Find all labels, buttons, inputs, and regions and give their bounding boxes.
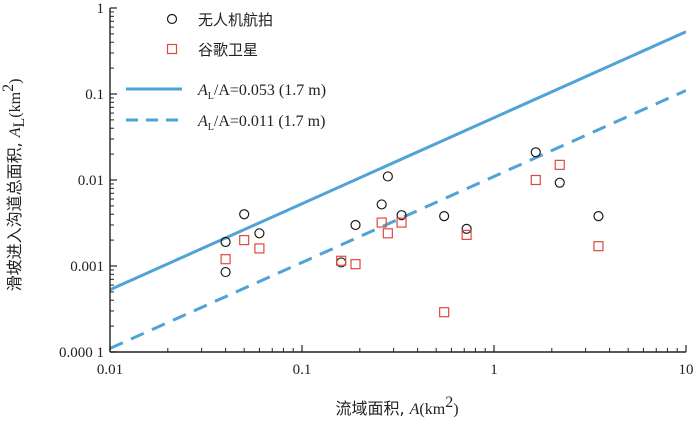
uav-point-0 bbox=[220, 236, 231, 248]
data-points bbox=[220, 147, 604, 318]
x-axis-title: 流域面积, A(km2) bbox=[335, 394, 458, 418]
satellite-point-8 bbox=[439, 307, 450, 318]
uav-point-11 bbox=[530, 147, 541, 158]
x-tick-label-1: 0.1 bbox=[293, 362, 312, 378]
x-tick-label-3: 10 bbox=[679, 362, 694, 378]
satellite-point-3 bbox=[336, 255, 347, 266]
satellite-point-2 bbox=[254, 243, 265, 254]
y-tick-label-1: 0.001 bbox=[70, 259, 104, 275]
satellite-point-10 bbox=[530, 174, 541, 186]
legend-label-google: 谷歌卫星 bbox=[198, 41, 258, 59]
satellite-point-9 bbox=[461, 229, 472, 240]
uav-point-1 bbox=[220, 266, 231, 278]
fit-line-3 bbox=[110, 89, 686, 350]
satellite-point-7 bbox=[396, 217, 407, 228]
uav-point-5 bbox=[350, 219, 361, 231]
x-tick-label-0: 0.01 bbox=[97, 362, 123, 378]
fit-line-2 bbox=[110, 30, 686, 292]
satellite-point-5 bbox=[376, 217, 387, 228]
y-tick-label-4: 1 bbox=[97, 1, 105, 17]
uav-point-3 bbox=[254, 228, 265, 239]
uav-point-10 bbox=[461, 223, 472, 235]
axes bbox=[109, 8, 686, 353]
legend-square-marker bbox=[166, 43, 178, 55]
uav-point-7 bbox=[382, 171, 393, 182]
satellite-point-12 bbox=[593, 241, 604, 252]
uav-point-13 bbox=[593, 211, 604, 222]
fit-lines bbox=[110, 30, 686, 350]
y-axis-title: 滑坡进入沟道总面积, AL(km2) bbox=[0, 79, 28, 292]
satellite-point-0 bbox=[220, 254, 231, 265]
y-tick-label-3: 0.1 bbox=[85, 87, 104, 103]
x-tick-label-2: 1 bbox=[490, 362, 498, 378]
uav-point-9 bbox=[439, 211, 450, 222]
satellite-point-4 bbox=[350, 259, 361, 270]
satellite-point-11 bbox=[554, 159, 565, 170]
satellite-point-1 bbox=[239, 235, 250, 246]
y-tick-label-2: 0.01 bbox=[78, 173, 104, 189]
uav-point-8 bbox=[396, 210, 407, 221]
uav-point-6 bbox=[376, 199, 387, 210]
uav-point-2 bbox=[239, 209, 250, 220]
uav-point-12 bbox=[554, 177, 565, 188]
legend-circle-marker bbox=[166, 13, 178, 25]
legend-label-uav: 无人机航拍 bbox=[198, 11, 273, 29]
satellite-point-6 bbox=[382, 228, 393, 239]
ticks: 0.01 0.1 1 10 0.000 1 0.001 0.01 0.1 1 bbox=[59, 1, 694, 378]
legend-label-fit-0053: AL/A=0.053 (1.7 m) bbox=[197, 82, 326, 102]
legend-label-fit-0011: AL/A=0.011 (1.7 m) bbox=[197, 113, 325, 133]
y-tick-label-0: 0.000 1 bbox=[59, 345, 104, 361]
legend: 无人机航拍 谷歌卫星 AL/A=0.053 (1.7 m) AL/A=0.011… bbox=[126, 11, 326, 133]
